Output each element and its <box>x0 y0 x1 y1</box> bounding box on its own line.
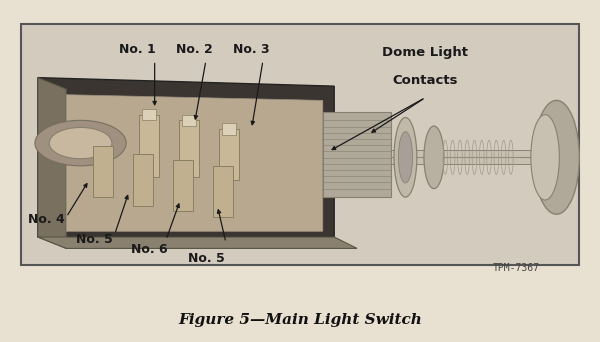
Bar <box>133 155 153 206</box>
Text: TPM-7367: TPM-7367 <box>493 263 540 273</box>
Bar <box>182 115 196 126</box>
Polygon shape <box>66 95 323 231</box>
Bar <box>139 115 159 177</box>
Bar <box>173 160 193 211</box>
Text: No. 1: No. 1 <box>119 43 156 56</box>
Bar <box>391 150 551 165</box>
Bar <box>219 129 239 180</box>
Bar <box>179 120 199 177</box>
Text: No. 6: No. 6 <box>131 243 167 256</box>
Text: Dome Light: Dome Light <box>382 45 469 58</box>
Text: No. 3: No. 3 <box>233 43 270 56</box>
Polygon shape <box>38 78 66 248</box>
Bar <box>94 146 113 197</box>
Text: No. 5: No. 5 <box>188 252 224 265</box>
Text: No. 5: No. 5 <box>76 233 113 246</box>
Circle shape <box>35 120 126 166</box>
Bar <box>323 112 391 197</box>
Text: Figure 5—Main Light Switch: Figure 5—Main Light Switch <box>178 313 422 327</box>
FancyBboxPatch shape <box>21 24 580 265</box>
Polygon shape <box>38 78 334 237</box>
Ellipse shape <box>531 115 559 200</box>
Ellipse shape <box>534 101 580 214</box>
Polygon shape <box>38 237 357 248</box>
Text: Contacts: Contacts <box>392 74 458 87</box>
Ellipse shape <box>394 117 417 197</box>
Bar <box>142 109 156 120</box>
Ellipse shape <box>424 126 444 189</box>
Bar <box>213 166 233 217</box>
Circle shape <box>49 128 112 159</box>
Bar <box>221 123 236 134</box>
Text: No. 4: No. 4 <box>28 213 65 226</box>
Text: No. 2: No. 2 <box>176 43 213 56</box>
Ellipse shape <box>398 132 413 183</box>
